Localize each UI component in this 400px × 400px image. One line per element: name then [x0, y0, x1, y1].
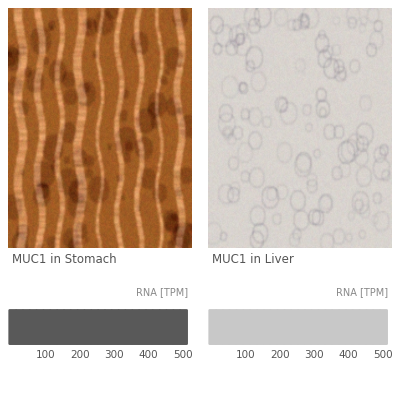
Text: 400: 400 — [338, 350, 358, 360]
FancyBboxPatch shape — [318, 309, 326, 345]
FancyBboxPatch shape — [359, 309, 368, 345]
Text: 300: 300 — [304, 350, 324, 360]
FancyBboxPatch shape — [131, 309, 140, 345]
FancyBboxPatch shape — [63, 309, 72, 345]
Text: RNA [TPM]: RNA [TPM] — [136, 287, 188, 297]
FancyBboxPatch shape — [222, 309, 231, 345]
Text: 300: 300 — [104, 350, 124, 360]
FancyBboxPatch shape — [249, 309, 258, 345]
Text: 400: 400 — [138, 350, 158, 360]
FancyBboxPatch shape — [15, 309, 24, 345]
FancyBboxPatch shape — [124, 309, 133, 345]
FancyBboxPatch shape — [229, 309, 238, 345]
FancyBboxPatch shape — [352, 309, 361, 345]
FancyBboxPatch shape — [236, 309, 244, 345]
FancyBboxPatch shape — [166, 309, 174, 345]
FancyBboxPatch shape — [97, 309, 106, 345]
FancyBboxPatch shape — [208, 309, 217, 345]
FancyBboxPatch shape — [242, 309, 251, 345]
Text: 500: 500 — [373, 350, 392, 360]
Text: RNA [TPM]: RNA [TPM] — [336, 287, 388, 297]
FancyBboxPatch shape — [179, 309, 188, 345]
Text: 200: 200 — [270, 350, 290, 360]
FancyBboxPatch shape — [104, 309, 113, 345]
FancyBboxPatch shape — [42, 309, 51, 345]
FancyBboxPatch shape — [172, 309, 181, 345]
FancyBboxPatch shape — [366, 309, 374, 345]
FancyBboxPatch shape — [22, 309, 31, 345]
FancyBboxPatch shape — [36, 309, 44, 345]
FancyBboxPatch shape — [256, 309, 265, 345]
FancyBboxPatch shape — [84, 309, 92, 345]
FancyBboxPatch shape — [90, 309, 99, 345]
Text: 200: 200 — [70, 350, 90, 360]
FancyBboxPatch shape — [311, 309, 320, 345]
FancyBboxPatch shape — [49, 309, 58, 345]
FancyBboxPatch shape — [215, 309, 224, 345]
FancyBboxPatch shape — [379, 309, 388, 345]
Text: 500: 500 — [173, 350, 192, 360]
FancyBboxPatch shape — [159, 309, 168, 345]
FancyBboxPatch shape — [56, 309, 65, 345]
FancyBboxPatch shape — [70, 309, 79, 345]
FancyBboxPatch shape — [152, 309, 161, 345]
FancyBboxPatch shape — [372, 309, 381, 345]
FancyBboxPatch shape — [263, 309, 272, 345]
FancyBboxPatch shape — [29, 309, 38, 345]
FancyBboxPatch shape — [297, 309, 306, 345]
Text: MUC1 in Stomach: MUC1 in Stomach — [12, 252, 116, 266]
FancyBboxPatch shape — [8, 309, 17, 345]
FancyBboxPatch shape — [77, 309, 86, 345]
FancyBboxPatch shape — [145, 309, 154, 345]
FancyBboxPatch shape — [111, 309, 120, 345]
FancyBboxPatch shape — [284, 309, 292, 345]
Text: 100: 100 — [236, 350, 256, 360]
FancyBboxPatch shape — [277, 309, 286, 345]
FancyBboxPatch shape — [118, 309, 126, 345]
FancyBboxPatch shape — [331, 309, 340, 345]
Text: MUC1 in Liver: MUC1 in Liver — [212, 252, 294, 266]
FancyBboxPatch shape — [304, 309, 313, 345]
FancyBboxPatch shape — [345, 309, 354, 345]
FancyBboxPatch shape — [138, 309, 147, 345]
FancyBboxPatch shape — [290, 309, 299, 345]
FancyBboxPatch shape — [270, 309, 279, 345]
FancyBboxPatch shape — [338, 309, 347, 345]
Text: 100: 100 — [36, 350, 56, 360]
FancyBboxPatch shape — [324, 309, 333, 345]
